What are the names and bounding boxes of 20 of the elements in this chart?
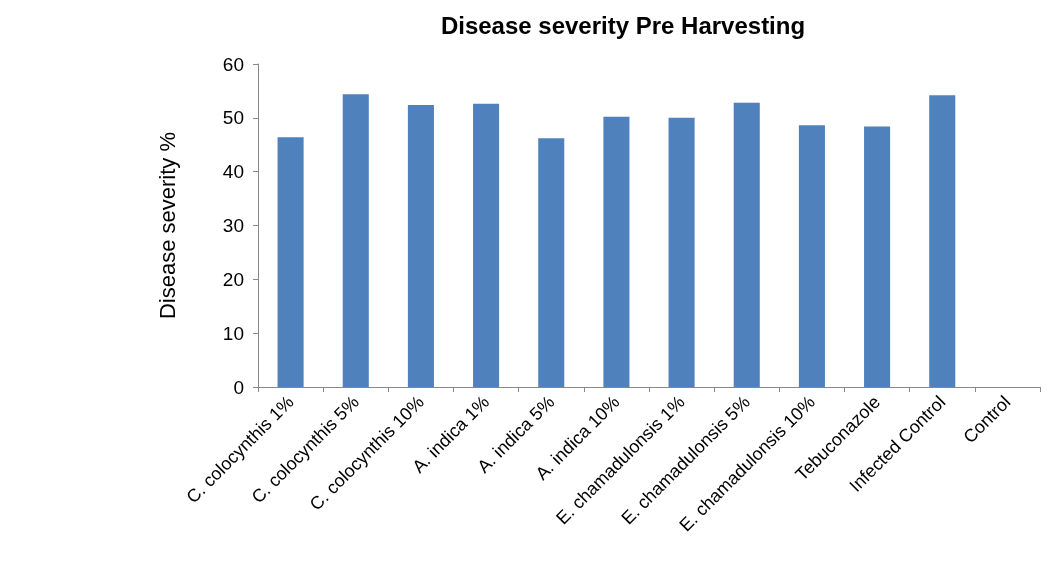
y-tick-label: 40 [222, 161, 244, 183]
y-tick-label: 10 [222, 322, 244, 344]
y-tick-label: 0 [233, 376, 244, 398]
y-tick-label: 30 [222, 215, 244, 236]
bar [407, 104, 434, 387]
y-tick-label: 50 [222, 107, 244, 129]
bar [668, 117, 695, 387]
bar [342, 94, 369, 387]
bar [798, 125, 825, 387]
y-axis-title: Disease severity % [154, 131, 180, 320]
bar [538, 138, 565, 387]
y-tick-label: 60 [222, 53, 244, 75]
chart-title: Disease severity Pre Harvesting [440, 11, 806, 39]
y-tick-label: 20 [222, 268, 244, 290]
bar [864, 126, 891, 387]
bar [473, 103, 500, 387]
bar [733, 102, 760, 387]
bar [603, 116, 630, 387]
bar [929, 95, 956, 387]
bar [277, 137, 304, 387]
